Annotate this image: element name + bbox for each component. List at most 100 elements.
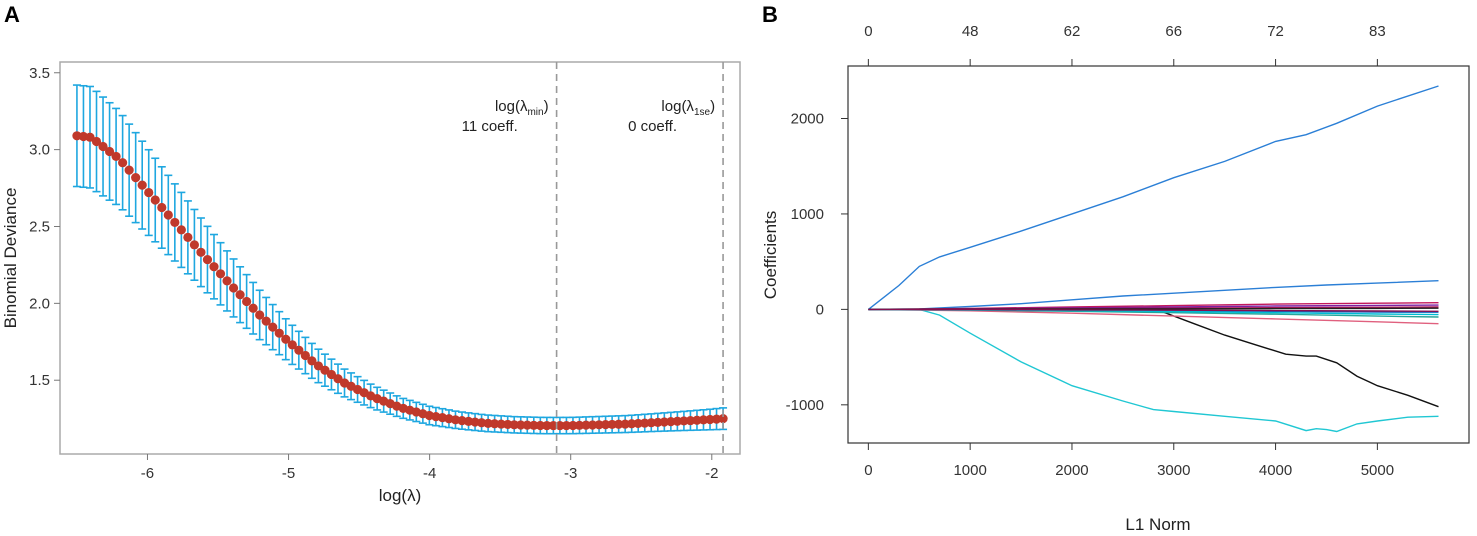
panel-a-point [614, 419, 624, 429]
panel-a-point [594, 420, 604, 430]
panel-b-series-path13 [868, 308, 1439, 312]
panel-a-point [496, 419, 506, 429]
panel-b-x-tick-label: 1000 [953, 462, 986, 479]
panel-a-point [196, 247, 206, 257]
panel-b-top-tick-label: 66 [1165, 23, 1182, 40]
panel-b-coefficient-paths [867, 85, 1439, 433]
panel-a-point [640, 418, 650, 428]
panel-a-point [555, 420, 565, 431]
panel-a-point [692, 415, 702, 425]
panel-a-y-tick-label: 1.5 [29, 372, 50, 389]
panel-b-top-axis: 0 48 62 66 72 83 [864, 23, 1386, 66]
panel-a-point [679, 416, 689, 426]
panel-a-point [111, 151, 121, 162]
panel-a-point [150, 195, 160, 205]
panel-a-point [698, 415, 709, 425]
panel-a-vline-label-close: ) [544, 98, 549, 115]
panel-a-point [144, 187, 154, 198]
panel-a-point [85, 132, 95, 142]
panel-a-point [157, 202, 167, 213]
panel-a-point [646, 418, 656, 428]
panel-a-point [118, 158, 128, 168]
panel-b-series-path1 [867, 85, 1439, 310]
panel-a-point [215, 269, 226, 279]
panel-a-point [503, 419, 513, 430]
panel-a-point [666, 417, 676, 427]
panel-a-point [627, 419, 637, 429]
panel-b-y-tick-label: 1000 [791, 206, 824, 223]
panel-b-chart: 0 1000 2000 3000 4000 5000 0 48 62 66 72 83 -1000 0… [761, 23, 1470, 534]
panel-b-y-axis: -1000 0 1000 2000 [786, 110, 848, 414]
panel-a-point [535, 420, 545, 431]
panel-a-point [587, 420, 598, 430]
panel-a-point [529, 420, 539, 430]
panel-a-point [235, 290, 245, 300]
panel-a-point [261, 316, 271, 326]
panel-a-points [72, 131, 728, 431]
panel-a-vline-coeff: 0 coeff. [628, 118, 677, 135]
panel-a-point [170, 217, 180, 228]
panel-b-x-axis: 0 1000 2000 3000 4000 5000 [864, 443, 1394, 479]
panel-b-x-tick-label: 5000 [1361, 462, 1394, 479]
panel-a-point [633, 418, 643, 429]
panel-b-top-tick-label: 72 [1267, 23, 1284, 40]
panel-a-plot-frame [59, 61, 741, 455]
panel-a-y-tick-label: 2.0 [29, 295, 50, 312]
panel-a-point [268, 322, 278, 332]
panel-a-point [176, 225, 186, 235]
panel-a-point [705, 414, 715, 425]
panel-a-chart: -6 -5 -4 -3 -2 1.5 2.0 2.5 3.0 3.5 log(λ) Binomi… [1, 61, 741, 505]
panel-a-point [255, 310, 265, 320]
panel-a-point [274, 328, 284, 338]
panel-a-vline-label-main: log(λ [495, 98, 528, 115]
panel-b-series-path4 [868, 308, 1439, 408]
panel-a-letter: A [4, 2, 20, 27]
panel-a-point [183, 232, 193, 242]
panel-a-vline-label: log(λmin) [495, 98, 549, 118]
panel-a-point [228, 283, 239, 293]
panel-a-point [574, 420, 585, 430]
panel-b-x-tick-label: 4000 [1259, 462, 1292, 479]
panel-a-point [568, 420, 578, 431]
panel-a-point [490, 419, 500, 429]
panel-a-point [163, 210, 173, 220]
panel-a-point [248, 303, 258, 313]
panel-a-vline-coeff: 11 coeff. [462, 118, 518, 135]
panel-a-y-tick-label: 2.5 [29, 218, 50, 235]
panel-a-point [307, 356, 317, 366]
panel-a-errorbars [72, 84, 728, 435]
panel-a-point [209, 262, 219, 272]
panel-a-point [542, 420, 552, 431]
panel-a-point [300, 350, 310, 361]
panel-a-point [202, 254, 213, 265]
panel-b-plot-frame [847, 65, 1470, 444]
panel-a-vline-label-close: ) [710, 98, 715, 115]
panel-a-x-tick-label: -2 [705, 465, 718, 482]
panel-a-point [242, 296, 252, 307]
panel-a-point [333, 374, 343, 384]
panel-a-point [124, 165, 134, 175]
panel-a-point [653, 417, 663, 427]
panel-b-series-path2 [868, 280, 1439, 311]
panel-b-top-tick-label: 83 [1369, 23, 1386, 40]
panel-b-x-tick-label: 2000 [1055, 462, 1088, 479]
panel-a-point [522, 420, 532, 430]
panel-a-point [607, 419, 617, 430]
panel-a-y-axis-title: Binomial Deviance [1, 188, 20, 329]
panel-a-vline-label-sub: min [527, 107, 543, 118]
panel-a-point [137, 180, 147, 190]
panel-a-point [287, 340, 297, 350]
panel-a-reference-lines: log(λmin)11 coeff. log(λ 1se) 0 coeff. [462, 62, 724, 454]
panel-a-point [620, 419, 630, 429]
panel-a-x-tick-label: -4 [423, 465, 436, 482]
panel-a-x-tick-label: -5 [282, 465, 295, 482]
panel-b-y-tick-label: 0 [816, 301, 824, 318]
panel-a-point [600, 420, 611, 430]
panel-a-point [320, 365, 330, 375]
panel-b-top-tick-label: 62 [1064, 23, 1081, 40]
panel-a-point [98, 141, 108, 152]
panel-a-vline-label-sub: 1se [694, 107, 711, 118]
panel-a-point [509, 420, 519, 430]
panel-a-point [711, 414, 722, 424]
panel-a-point [313, 361, 324, 371]
